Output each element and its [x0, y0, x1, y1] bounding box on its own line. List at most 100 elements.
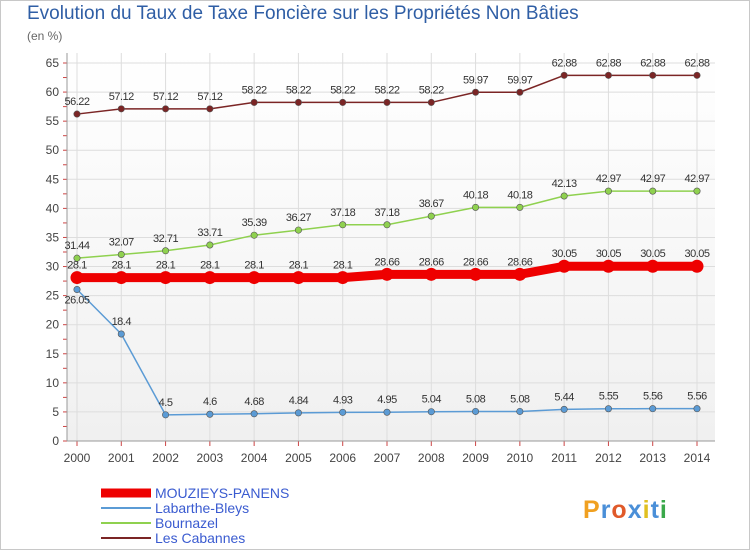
data-point	[383, 98, 391, 106]
data-point	[560, 405, 568, 413]
x-tick-label: 2004	[241, 451, 268, 465]
data-label: 57.12	[109, 91, 134, 103]
data-point	[162, 411, 170, 419]
data-label: 28.1	[200, 260, 220, 272]
data-label: 4.93	[333, 394, 353, 406]
x-tick-label: 2001	[108, 451, 135, 465]
y-tick-label: 5	[52, 405, 59, 419]
data-point	[472, 203, 480, 211]
x-tick-label: 2010	[507, 451, 534, 465]
data-point	[560, 71, 568, 79]
data-point	[424, 267, 438, 281]
data-point	[70, 271, 84, 285]
data-point	[206, 105, 214, 113]
data-label: 40.18	[463, 189, 488, 201]
data-label: 30.05	[640, 248, 665, 260]
data-label: 18.4	[112, 316, 132, 328]
data-label: 4.6	[203, 396, 217, 408]
data-point	[339, 408, 347, 416]
data-point	[117, 105, 125, 113]
data-label: 37.18	[374, 207, 399, 219]
data-point	[339, 221, 347, 229]
data-point	[247, 271, 261, 285]
y-tick-label: 10	[46, 376, 60, 390]
data-point	[206, 410, 214, 418]
data-label: 58.22	[330, 84, 355, 96]
data-label: 30.05	[684, 248, 709, 260]
data-point	[383, 221, 391, 229]
x-tick-label: 2006	[329, 451, 356, 465]
data-point	[117, 251, 125, 259]
data-point	[73, 286, 81, 294]
x-tick-label: 2008	[418, 451, 445, 465]
y-tick-label: 20	[46, 318, 60, 332]
legend-label: Labarthe-Bleys	[155, 500, 249, 516]
data-point	[203, 271, 217, 285]
data-label: 28.66	[419, 256, 444, 268]
data-point	[336, 271, 350, 285]
data-label: 5.56	[687, 391, 707, 403]
data-point	[206, 241, 214, 249]
data-point	[516, 88, 524, 96]
x-tick-label: 2003	[197, 451, 224, 465]
x-tick-label: 2000	[64, 451, 91, 465]
data-label: 58.22	[419, 84, 444, 96]
data-point	[291, 271, 305, 285]
data-label: 58.22	[242, 84, 267, 96]
data-point	[427, 212, 435, 220]
data-point	[427, 408, 435, 416]
x-tick-label: 2014	[684, 451, 711, 465]
data-point	[516, 203, 524, 211]
data-point	[646, 259, 660, 273]
y-tick-label: 30	[46, 260, 60, 274]
x-tick-label: 2005	[285, 451, 312, 465]
data-label: 56.22	[64, 96, 89, 108]
data-point	[427, 98, 435, 106]
data-label: 42.97	[596, 173, 621, 185]
data-label: 58.22	[286, 84, 311, 96]
data-label: 28.66	[463, 256, 488, 268]
data-point	[73, 110, 81, 118]
data-point	[162, 105, 170, 113]
data-label: 33.71	[197, 227, 222, 239]
data-label: 58.22	[374, 84, 399, 96]
data-label: 28.1	[244, 260, 264, 272]
data-label: 62.88	[684, 57, 709, 69]
data-label: 57.12	[197, 91, 222, 103]
data-point	[693, 405, 701, 413]
data-point	[693, 187, 701, 195]
y-axis-unit-label: (en %)	[27, 29, 63, 43]
data-label: 35.39	[242, 217, 267, 229]
data-point	[339, 98, 347, 106]
data-point	[649, 187, 657, 195]
data-label: 38.67	[419, 198, 444, 210]
data-label: 4.68	[244, 396, 264, 408]
data-point	[162, 247, 170, 255]
data-label: 26.05	[64, 295, 89, 307]
x-tick-label: 2013	[639, 451, 666, 465]
data-label: 59.97	[463, 74, 488, 86]
y-tick-label: 15	[46, 347, 60, 361]
data-point	[380, 267, 394, 281]
data-point	[250, 98, 258, 106]
data-label: 28.1	[333, 260, 353, 272]
data-point	[690, 259, 704, 273]
data-label: 57.12	[153, 91, 178, 103]
data-point	[250, 410, 258, 418]
data-point	[604, 405, 612, 413]
data-label: 59.97	[507, 74, 532, 86]
data-label: 30.05	[596, 248, 621, 260]
y-tick-label: 35	[46, 230, 60, 244]
data-point	[472, 407, 480, 415]
data-point	[604, 71, 612, 79]
legend-label: Les Cabannes	[155, 530, 245, 546]
data-label: 28.66	[507, 256, 532, 268]
x-tick-label: 2007	[374, 451, 401, 465]
legend-label: Bournazel	[155, 515, 218, 531]
y-tick-label: 40	[46, 201, 60, 215]
data-label: 32.07	[109, 237, 134, 249]
data-label: 31.44	[64, 240, 89, 252]
data-label: 42.97	[684, 173, 709, 185]
